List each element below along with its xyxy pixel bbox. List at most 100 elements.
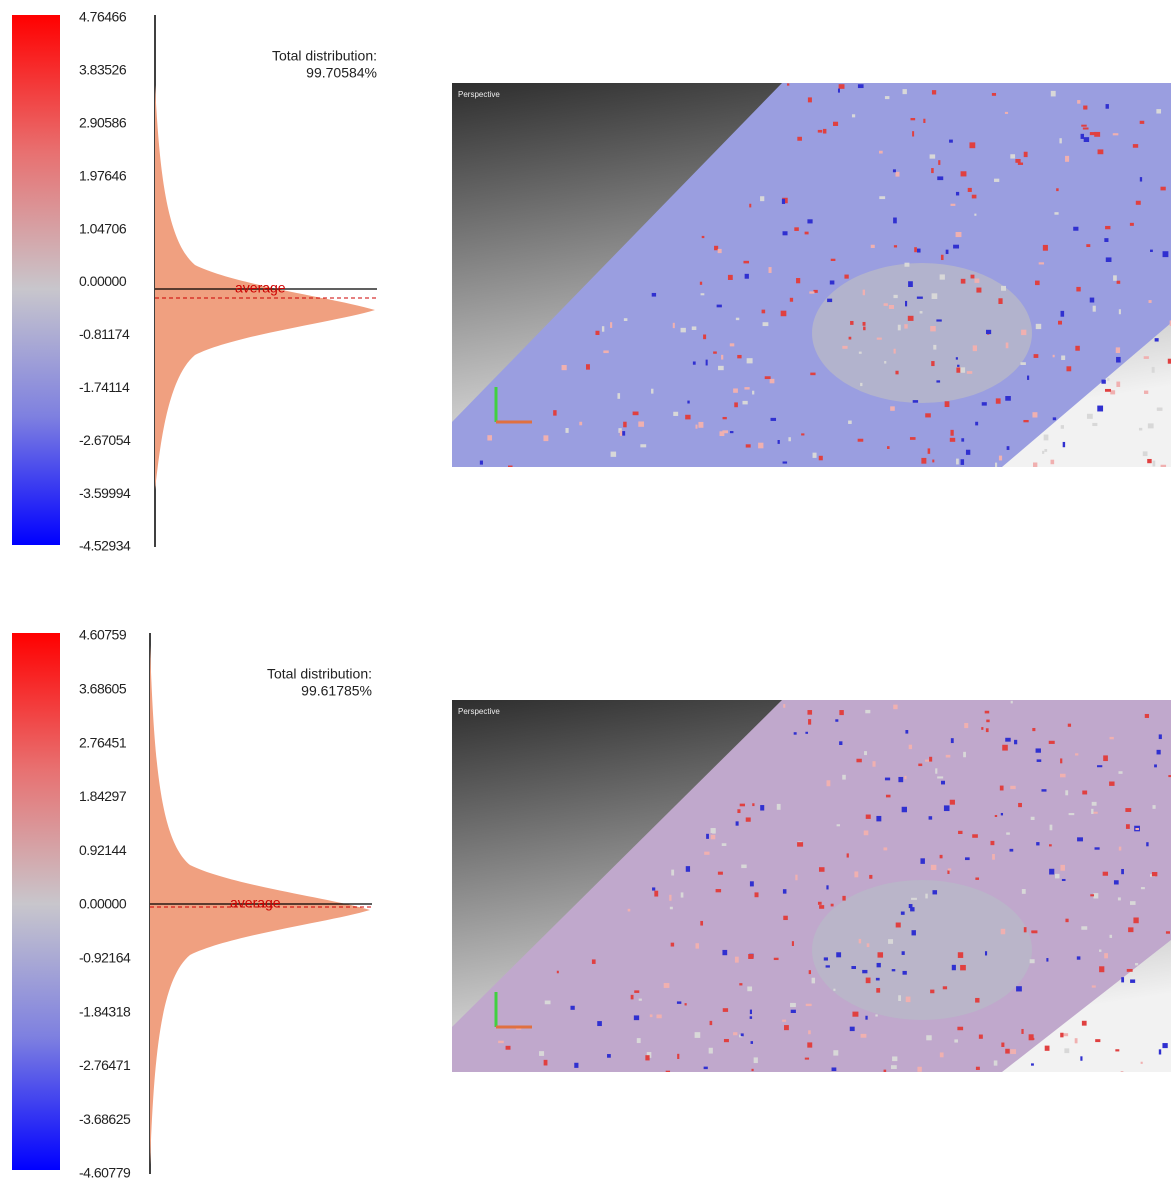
speck: [743, 260, 750, 264]
speck: [1041, 789, 1047, 792]
speck: [916, 296, 923, 299]
speck: [1146, 842, 1149, 847]
speck: [790, 1002, 796, 1008]
tick-label: 2.76451: [79, 734, 127, 750]
speck: [986, 329, 992, 335]
tick-label: -4.52934: [79, 538, 131, 554]
tick-label: -1.84318: [79, 1003, 131, 1019]
speck: [908, 744, 913, 750]
speck: [1109, 736, 1114, 740]
speck: [734, 402, 738, 408]
speck: [1010, 700, 1013, 704]
speck: [703, 334, 707, 340]
speck: [695, 943, 699, 949]
speck: [507, 465, 513, 467]
speck: [1033, 354, 1039, 358]
speck: [1147, 458, 1152, 464]
speck: [651, 388, 654, 394]
speck: [1140, 1061, 1143, 1064]
speck: [890, 406, 895, 411]
speck: [916, 248, 921, 253]
speck: [1152, 460, 1156, 467]
speck: [751, 1068, 754, 1072]
speck: [1074, 1038, 1078, 1044]
speck: [749, 203, 752, 208]
speck: [722, 430, 728, 434]
speck: [876, 962, 881, 968]
speck: [796, 278, 801, 284]
speck: [878, 150, 883, 154]
speck: [700, 920, 704, 926]
speck: [825, 965, 830, 968]
speck: [1160, 186, 1166, 191]
speck: [794, 227, 799, 231]
speck: [972, 345, 978, 352]
speck: [957, 1026, 964, 1031]
speck: [633, 1015, 640, 1021]
speck: [1046, 958, 1049, 962]
speck: [808, 1030, 811, 1035]
speck: [734, 956, 739, 963]
speck: [1081, 1020, 1087, 1026]
speck: [910, 907, 915, 912]
speck: [888, 939, 894, 944]
speck: [856, 758, 862, 763]
speck: [908, 281, 913, 287]
speck: [984, 710, 990, 714]
speck: [1000, 928, 1006, 935]
speck: [597, 1021, 602, 1027]
speck: [723, 1038, 729, 1043]
speck: [876, 988, 881, 993]
speck: [967, 187, 972, 192]
speck: [749, 1016, 753, 1019]
tick-label: -0.92164: [79, 950, 131, 966]
speck: [694, 1032, 701, 1038]
speck: [864, 751, 867, 756]
distribution-label: Total distribution:: [272, 48, 377, 64]
speck: [1068, 813, 1075, 816]
speck: [1143, 390, 1149, 394]
speck: [746, 358, 753, 364]
speck: [998, 298, 1003, 304]
speck: [1152, 805, 1156, 809]
speck: [893, 348, 896, 354]
speck: [1126, 968, 1133, 972]
speck: [663, 983, 670, 988]
speck: [904, 262, 910, 267]
speck: [924, 759, 931, 762]
speck: [718, 365, 724, 371]
speck: [654, 890, 659, 897]
speck: [808, 719, 812, 725]
speck: [1105, 225, 1111, 230]
speck: [807, 219, 813, 224]
speck: [876, 815, 882, 822]
speck: [869, 874, 873, 879]
speck: [960, 278, 966, 284]
speck: [804, 231, 809, 235]
speck: [1110, 390, 1116, 395]
speck: [656, 1014, 662, 1019]
speck: [570, 1005, 575, 1010]
tick-label: -4.60779: [79, 1165, 131, 1180]
speck: [752, 803, 755, 807]
speck: [945, 249, 949, 255]
speck: [619, 430, 623, 436]
speck: [1135, 200, 1141, 205]
speck: [969, 142, 976, 149]
speck: [1132, 144, 1139, 148]
speck: [487, 435, 493, 441]
speck: [939, 1052, 944, 1058]
speck: [1097, 149, 1104, 155]
speck: [722, 416, 727, 420]
speck: [1056, 188, 1059, 192]
speck: [795, 874, 798, 881]
speck: [579, 421, 583, 426]
speck: [839, 710, 844, 716]
speck: [826, 780, 831, 787]
speck: [781, 198, 786, 204]
speck: [789, 297, 794, 302]
speck: [883, 847, 888, 851]
speck: [1044, 1045, 1050, 1051]
speck: [911, 930, 916, 936]
speck: [884, 777, 891, 781]
